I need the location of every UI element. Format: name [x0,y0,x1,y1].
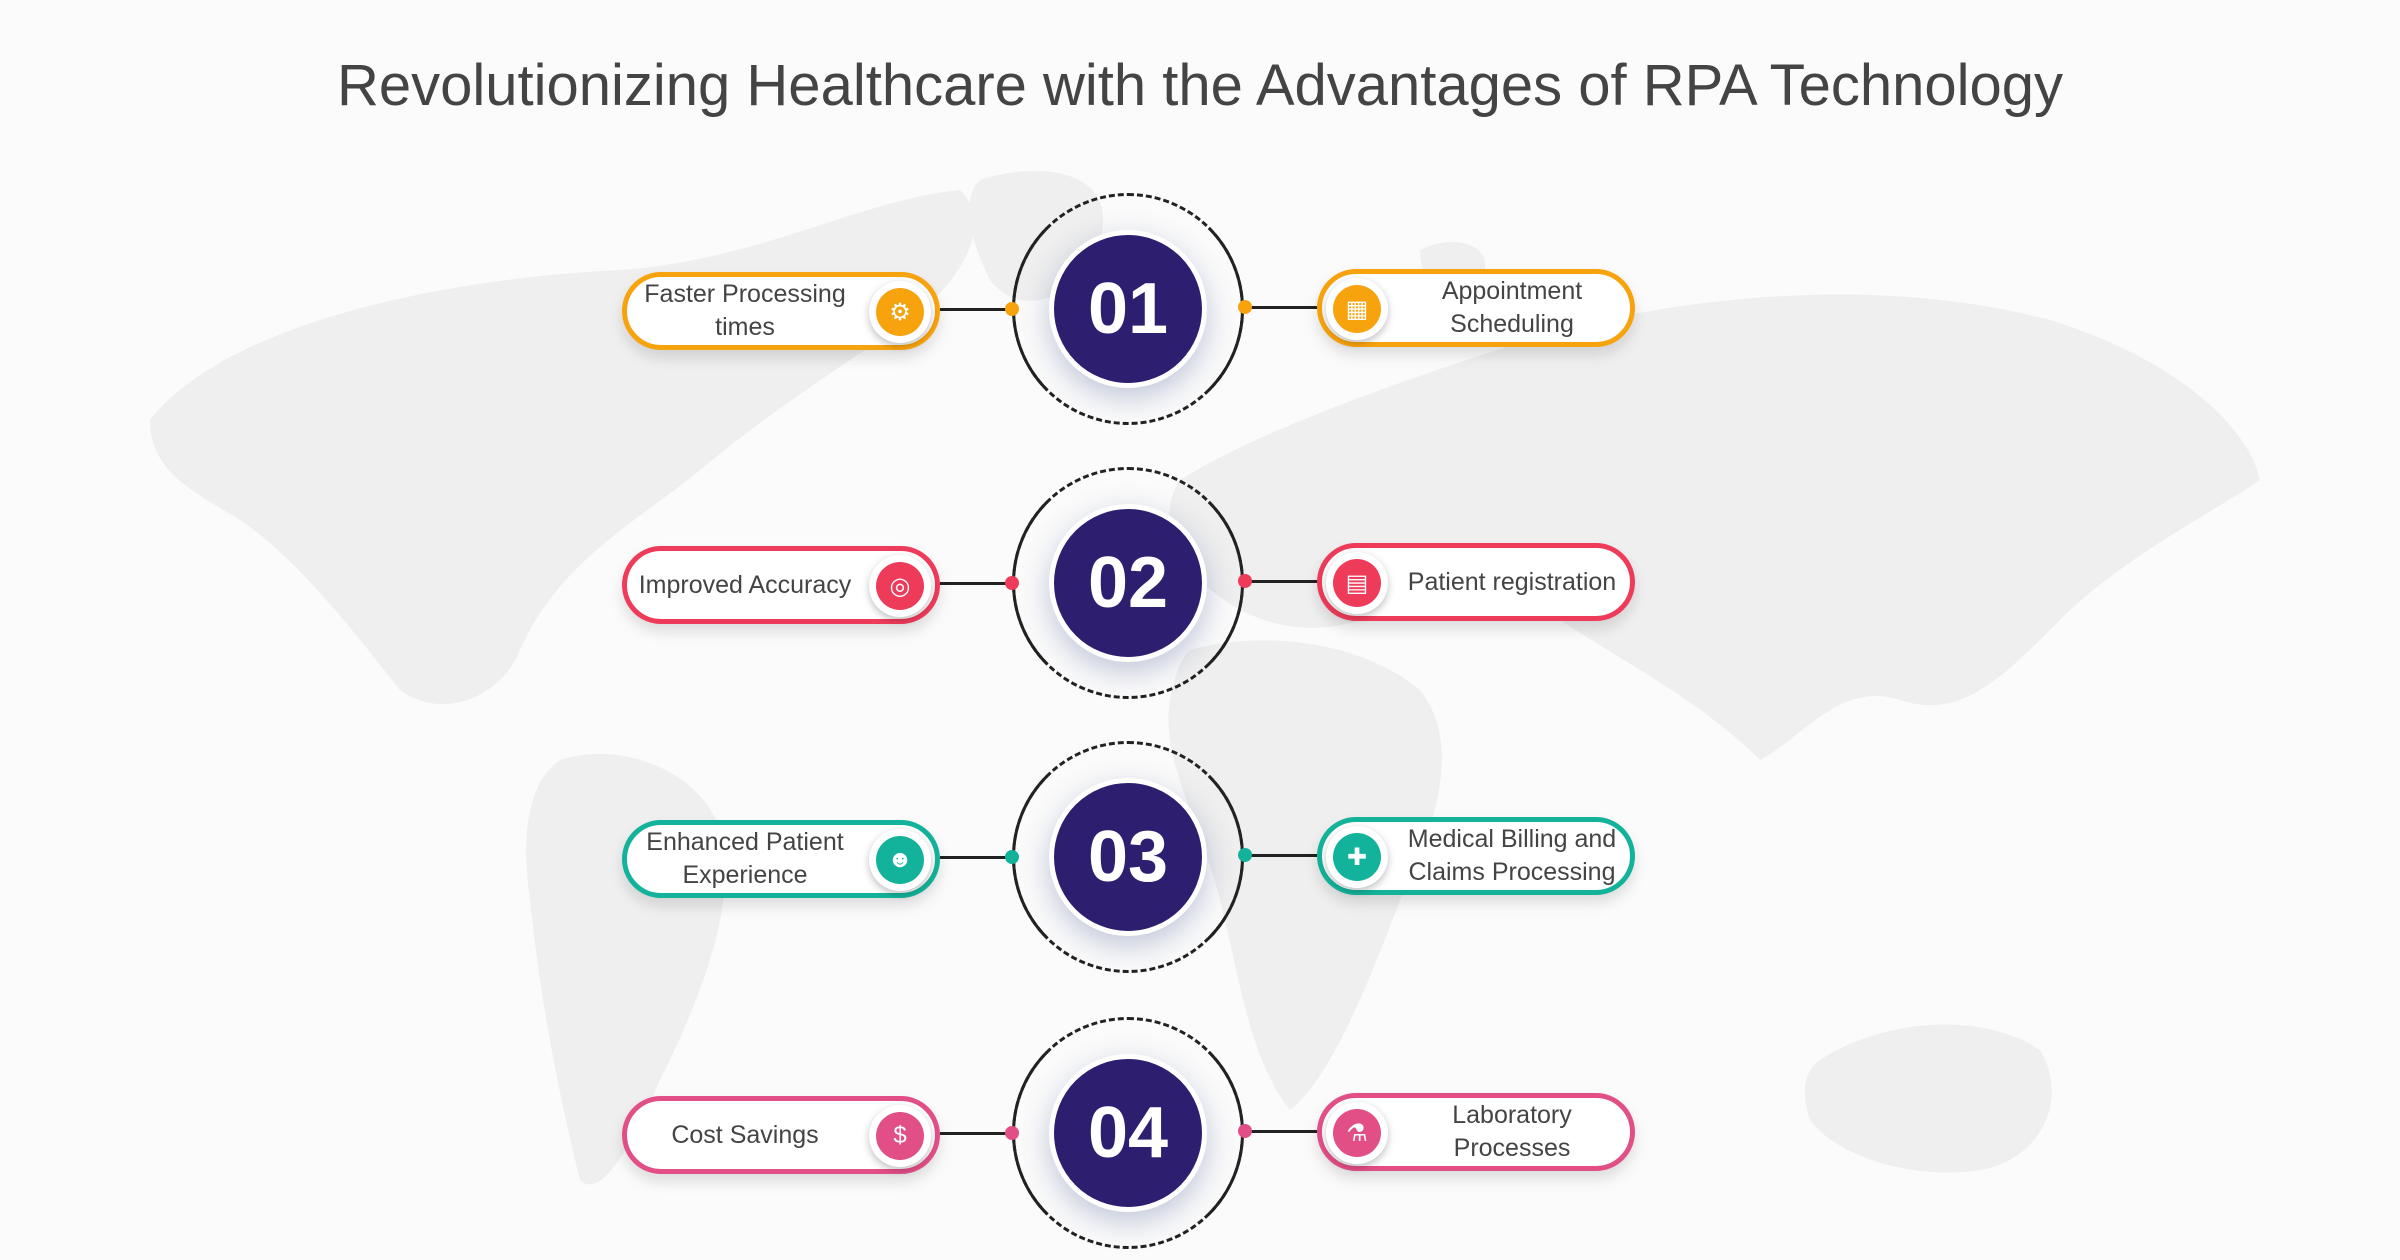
benefit-label: Medical Billing and Claims Processing [1407,825,1617,886]
benefit-pill-left[interactable]: Enhanced Patient Experience ☻ [622,820,940,898]
target-people-icon: ◎ [869,555,931,617]
clipboard-icon: ▤ [1326,552,1388,614]
connector-line-left [940,582,1012,585]
benefit-label: Enhanced Patient Experience [646,828,844,889]
connector-dot-left [1005,850,1019,864]
connector-line-right [1245,1130,1317,1133]
lab-flask-icon: ⚗ [1326,1102,1388,1164]
benefit-pill-left[interactable]: Faster Processing times ⚙ [622,272,940,350]
medical-bill-icon: ✚ [1326,826,1388,888]
benefit-pill-right[interactable]: Medical Billing and Claims Processing ✚ [1317,817,1635,895]
benefit-label: Laboratory Processes [1452,1101,1572,1162]
connector-line-left [940,856,1012,859]
benefit-pill-left[interactable]: Improved Accuracy ◎ [622,546,940,624]
piggy-bank-icon: $ [869,1105,931,1167]
connector-line-left [940,308,1012,311]
benefit-pill-right[interactable]: Appointment Scheduling ▦ [1317,269,1635,347]
benefit-pill-left[interactable]: Cost Savings $ [622,1096,940,1174]
benefit-label: Appointment Scheduling [1441,277,1583,338]
connector-dot-left [1005,302,1019,316]
calendar-icon: ▦ [1326,278,1388,340]
connector-dot-right [1238,1124,1252,1138]
benefit-pill-right[interactable]: Patient registration ▤ [1317,543,1635,621]
connector-dot-right [1238,300,1252,314]
connector-line-left [940,1132,1012,1135]
step-number-circle: 02 [1049,504,1207,662]
connector-dot-left [1005,576,1019,590]
step-number-circle: 04 [1049,1054,1207,1212]
connector-dot-right [1238,574,1252,588]
doctor-icon: ☻ [869,829,931,891]
page-title: Revolutionizing Healthcare with the Adva… [336,53,2064,118]
connector-line-right [1245,306,1317,309]
benefit-label: Improved Accuracy [638,570,852,599]
benefit-label: Faster Processing times [644,280,846,341]
connector-line-right [1245,580,1317,583]
benefit-pill-right[interactable]: Laboratory Processes ⚗ [1317,1093,1635,1171]
benefit-label: Patient registration [1407,567,1617,596]
benefit-label: Cost Savings [671,1120,819,1149]
step-number-circle: 01 [1049,230,1207,388]
connector-dot-right [1238,848,1252,862]
gear-speed-icon: ⚙ [869,281,931,343]
connector-line-right [1245,854,1317,857]
step-number-circle: 03 [1049,778,1207,936]
connector-dot-left [1005,1126,1019,1140]
